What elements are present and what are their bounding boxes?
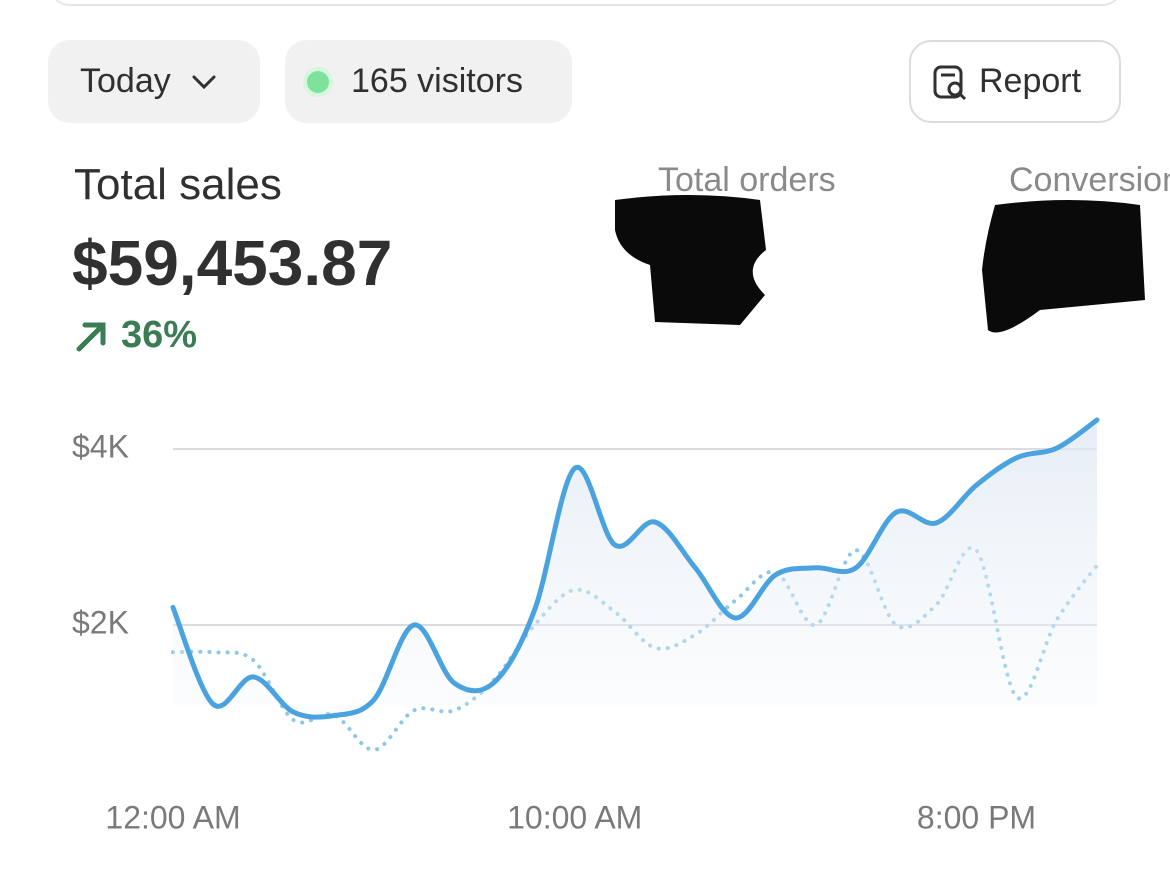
line-solid bbox=[170, 417, 1100, 720]
period-button[interactable]: Today bbox=[48, 40, 260, 123]
visitors-label: 165 visitors bbox=[351, 62, 523, 100]
report-label: Report bbox=[979, 62, 1082, 100]
report-icon bbox=[933, 65, 967, 100]
total-sales-change: 36% bbox=[121, 314, 198, 356]
y-tick-label: $4K bbox=[72, 428, 129, 464]
total-sales-value: $59,453.87 bbox=[72, 227, 393, 299]
x-tick-label: 12:00 AM bbox=[105, 799, 240, 835]
up-arrow-icon bbox=[76, 322, 106, 352]
chevron-icon bbox=[192, 75, 216, 89]
redaction bbox=[615, 195, 1145, 333]
x-tick-label: 10:00 AM bbox=[507, 799, 642, 835]
y-tick-label: $2K bbox=[72, 604, 129, 640]
period-label: Today bbox=[80, 62, 171, 100]
total-orders-label: Total orders bbox=[658, 161, 836, 199]
live-dot bbox=[307, 70, 329, 93]
conversion-label: Conversion bbox=[1009, 161, 1170, 199]
report-button[interactable]: Report bbox=[909, 40, 1121, 123]
total-sales-label: Total sales bbox=[74, 160, 282, 209]
area bbox=[173, 419, 1097, 718]
x-tick-label: 8:00 PM bbox=[917, 799, 1036, 835]
visitors-chip[interactable]: 165 visitors bbox=[285, 40, 572, 123]
